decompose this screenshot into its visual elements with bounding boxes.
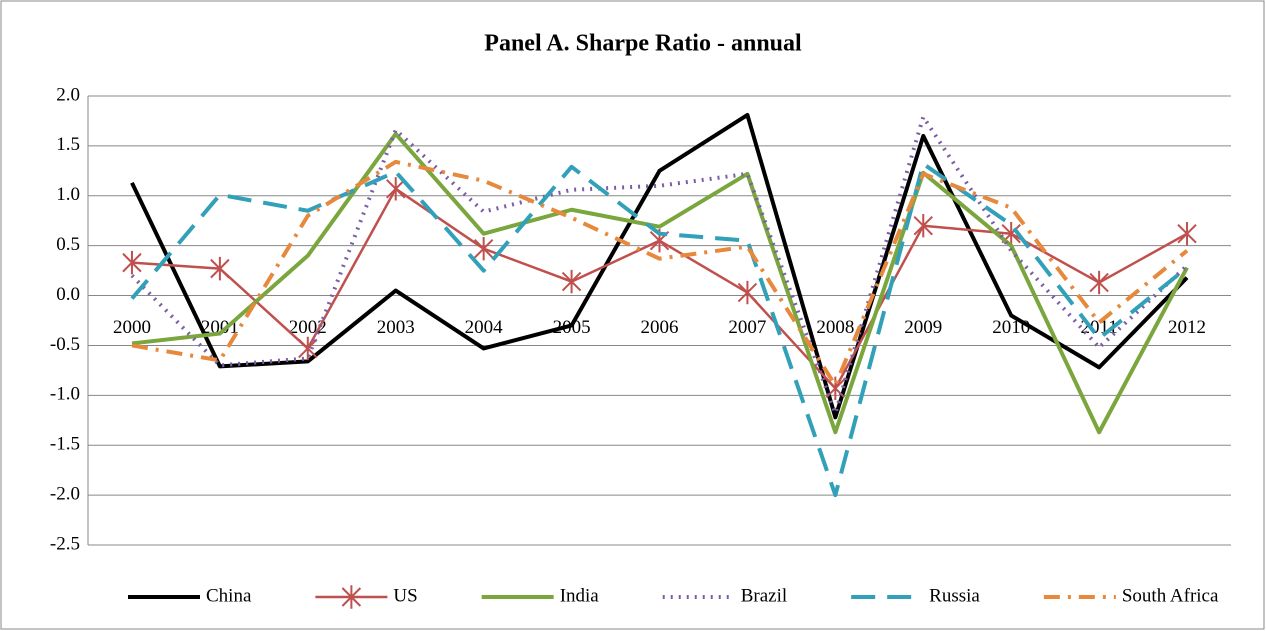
x-tick-label: 2010 <box>992 317 1030 338</box>
y-tick-label: 0.0 <box>56 284 80 305</box>
chart-title: Panel A. Sharpe Ratio - annual <box>484 31 802 57</box>
series-marker <box>737 280 758 305</box>
y-tick-label: 1.5 <box>56 134 80 155</box>
series-line <box>131 131 1189 435</box>
legend-label: US <box>393 585 417 606</box>
y-tick-label: 0.5 <box>56 234 80 255</box>
series-marker <box>913 214 933 238</box>
series-marker <box>298 336 318 361</box>
y-tick-label: 1.0 <box>56 184 80 205</box>
legend-marker <box>341 585 362 609</box>
series-line <box>130 161 1189 498</box>
legend-label: Russia <box>929 585 980 606</box>
x-tick-label: 2009 <box>904 317 942 338</box>
legend: China US India Brazil Russia South Africa <box>128 585 1219 609</box>
series-marker <box>386 177 406 201</box>
x-tick-label: 2012 <box>1168 317 1206 338</box>
series-marker <box>561 269 582 294</box>
y-tick-label: 2.0 <box>56 84 80 105</box>
series-line <box>131 159 1189 388</box>
y-tick-label: -1.0 <box>50 384 80 405</box>
x-tick-label: 2004 <box>465 317 504 338</box>
x-tick-label: 2006 <box>641 317 679 338</box>
legend-label: South Africa <box>1122 585 1219 606</box>
x-tick-label: 2008 <box>816 317 854 338</box>
series-line <box>130 112 1189 420</box>
y-tick-label: -1.5 <box>50 434 80 455</box>
x-tick-label: 2007 <box>728 317 766 338</box>
series-marker <box>473 236 494 261</box>
series-marker <box>122 250 142 275</box>
series-marker <box>210 256 230 281</box>
series-marker <box>1089 270 1109 295</box>
y-tick-label: -2.0 <box>50 483 80 504</box>
legend-label: India <box>560 585 600 606</box>
y-tick-label: -0.5 <box>50 334 80 355</box>
legend-label: China <box>206 585 252 606</box>
y-tick-label: -2.5 <box>50 533 80 554</box>
legend-label: Brazil <box>741 585 787 606</box>
x-tick-label: 2000 <box>113 317 151 338</box>
x-tick-label: 2003 <box>377 317 415 338</box>
series-marker <box>1177 221 1197 246</box>
